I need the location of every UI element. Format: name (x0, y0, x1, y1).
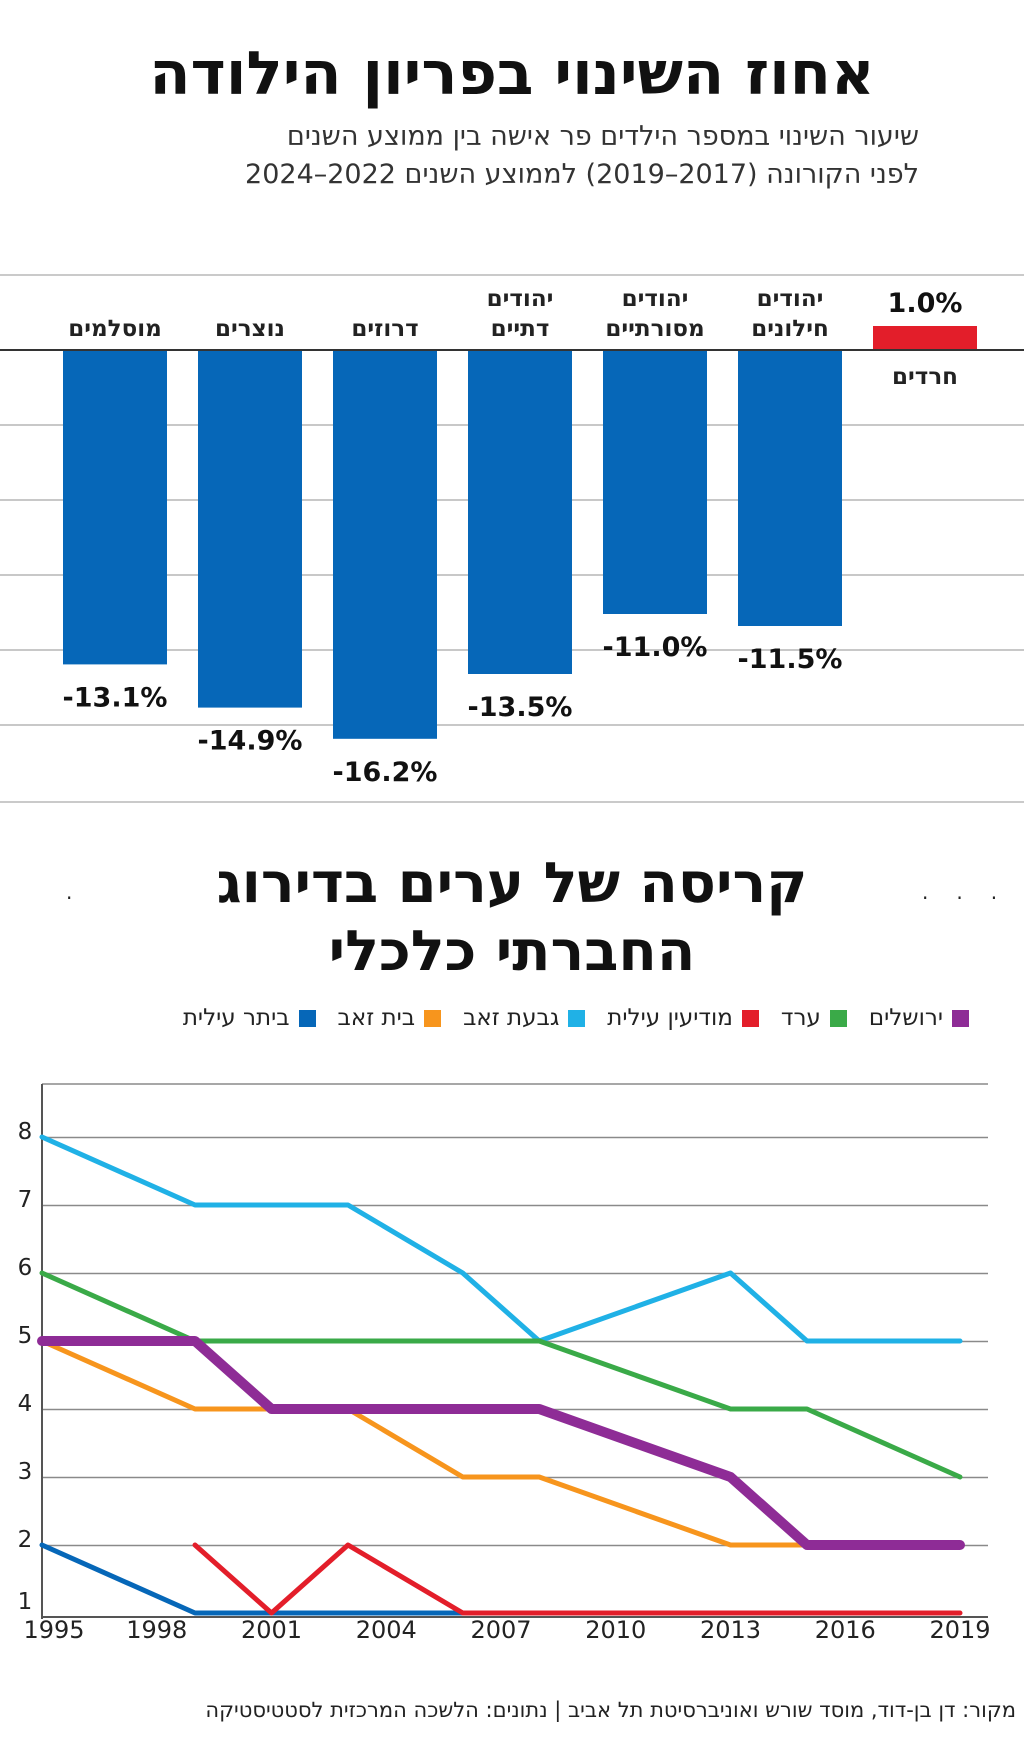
bar (63, 350, 167, 665)
x-tick-label: 2019 (929, 1616, 990, 1644)
y-tick-label: 1 (18, 1589, 33, 1615)
bar-chart-title: אחוז השינוי בפריון הילודה (149, 39, 875, 109)
legend-swatch (952, 1009, 969, 1027)
y-tick-label: 4 (18, 1391, 33, 1417)
source-note: מקור: דן בן-דוד, מוסד שורש ואוניברסיטת ת… (205, 1698, 1016, 1722)
x-tick-label: 2016 (815, 1616, 876, 1644)
legend-swatch (741, 1009, 759, 1027)
y-tick-label: 8 (18, 1119, 33, 1145)
subtitle-line-2: לפני הקורונה (2017–2019) לממוצע השנים 20… (245, 159, 919, 190)
bar-category-label: יהודים (487, 286, 554, 312)
bar-value-label: -13.1% (63, 682, 168, 713)
bar (333, 350, 437, 739)
legend-swatch (298, 1009, 316, 1027)
bar-category-label: מסורתיים (605, 316, 704, 342)
legend-swatch (829, 1009, 847, 1027)
x-tick-label: 1998 (126, 1616, 187, 1644)
line-chart-title-line-1: קריסה של ערים בדירוג (216, 851, 808, 916)
line-series (39, 1134, 963, 1344)
bar-category-label: דתיים (491, 316, 550, 342)
legend-item: ירושלים (869, 1005, 969, 1031)
legend-label: מודיעין עילית (607, 1005, 733, 1031)
line-series (37, 1336, 965, 1550)
bar-category-label: חרדים (892, 364, 958, 390)
line-series (39, 1338, 810, 1548)
line-chart-title: קריסה של ערים בדירוג החברתי כלכלי (0, 850, 1024, 986)
bar (603, 350, 707, 614)
x-tick-label: 2010 (585, 1616, 646, 1644)
legend-label: ביתר עילית (182, 1005, 290, 1031)
line-series (39, 1270, 963, 1480)
legend-swatch (568, 1009, 586, 1027)
bar-category-label: דרוזים (351, 316, 418, 342)
subtitle-line-1: שיעור השינוי במספר הילדים פר אישה בין ממ… (286, 121, 919, 152)
fertility-bar-chart: 1.0% חרדים -11.5% יהודים חילונים -11.0% יהודים… (0, 274, 1024, 803)
bar (468, 350, 572, 674)
bar-category-label: חילונים (751, 316, 829, 342)
line-chart-title-line-2: החברתי כלכלי (328, 919, 696, 984)
legend-label: גבעת זאב (463, 1005, 560, 1031)
bar-category-label: יהודים (757, 286, 824, 312)
bar-value-label: -11.5% (738, 644, 843, 675)
legend-item: בית זאב (338, 1005, 442, 1031)
y-tick-label: 7 (18, 1187, 33, 1213)
bar (873, 326, 977, 350)
decorative-dots-left: . (66, 880, 101, 904)
legend-item: ביתר עילית (183, 1005, 316, 1031)
bar-value-label: 1.0% (888, 288, 963, 319)
bar-category-label: יהודים (622, 286, 689, 312)
x-tick-label: 2004 (356, 1616, 417, 1644)
bar-value-label: -11.0% (603, 632, 708, 663)
city-ranking-line-chart: 1 2 3 4 5 6 7 8 1995 1998 2001 2004 2007 2010 2013 2016… (18, 1083, 991, 1644)
legend-swatch (424, 1009, 442, 1027)
x-tick-label: 2007 (470, 1616, 531, 1644)
decorative-dots-right: ... (922, 880, 1024, 904)
bar (198, 350, 302, 708)
legend-label: ירושלים (868, 1005, 943, 1031)
legend-label: בית זאב (337, 1005, 416, 1031)
x-tick-label: 1995 (23, 1616, 84, 1644)
legend-item: ערד (781, 1005, 847, 1031)
line-chart-legend: ירושלים ערד מודיעין עילית גבעת זאב בית זאב בי… (161, 1005, 969, 1031)
line-series (192, 1542, 963, 1616)
y-tick-label: 6 (18, 1255, 33, 1281)
bar-value-label: -14.9% (198, 726, 303, 757)
legend-label: ערד (780, 1005, 821, 1031)
x-tick-label: 2001 (241, 1616, 302, 1644)
bar-value-label: -13.5% (468, 692, 573, 723)
bar-category-label: מוסלמים (68, 316, 162, 342)
legend-item: גבעת זאב (463, 1005, 586, 1031)
y-tick-label: 3 (18, 1459, 33, 1485)
y-tick-label: 2 (18, 1527, 33, 1553)
bar-chart-subtitle: שיעור השינוי במספר הילדים פר אישה בין ממ… (59, 118, 919, 194)
x-tick-label: 2013 (700, 1616, 761, 1644)
bar (738, 350, 842, 626)
bar-value-label: -16.2% (333, 757, 438, 788)
legend-item: מודיעין עילית (607, 1005, 759, 1031)
y-tick-label: 5 (18, 1323, 33, 1349)
bar-category-label: נוצרים (215, 316, 285, 342)
line-series (39, 1542, 466, 1616)
